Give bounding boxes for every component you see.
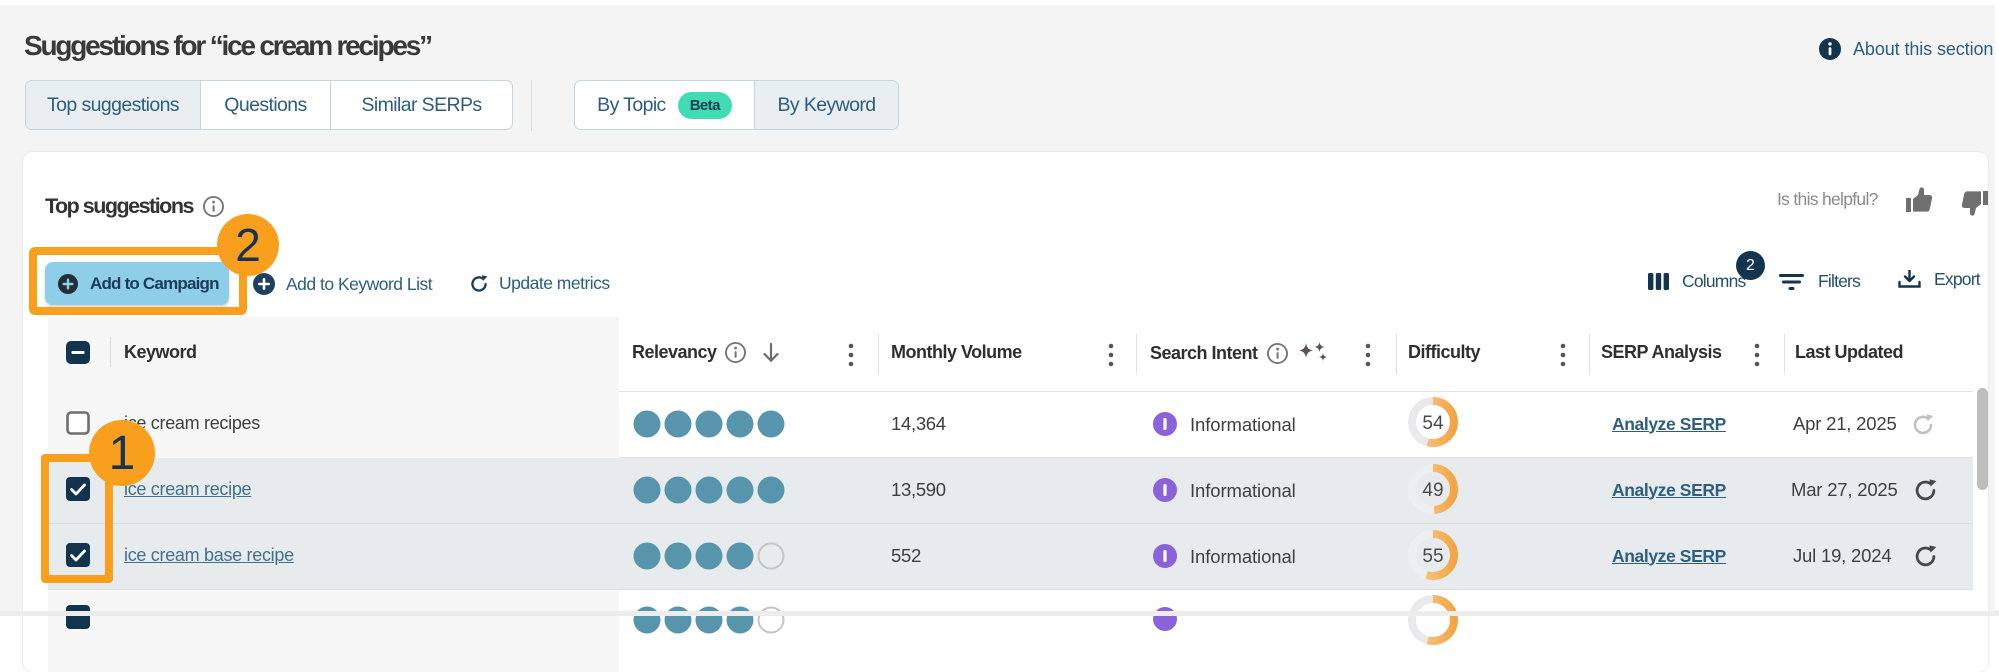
svg-text:54: 54: [1422, 413, 1444, 434]
svg-text:49: 49: [1422, 480, 1443, 501]
svg-text:55: 55: [1422, 546, 1443, 567]
